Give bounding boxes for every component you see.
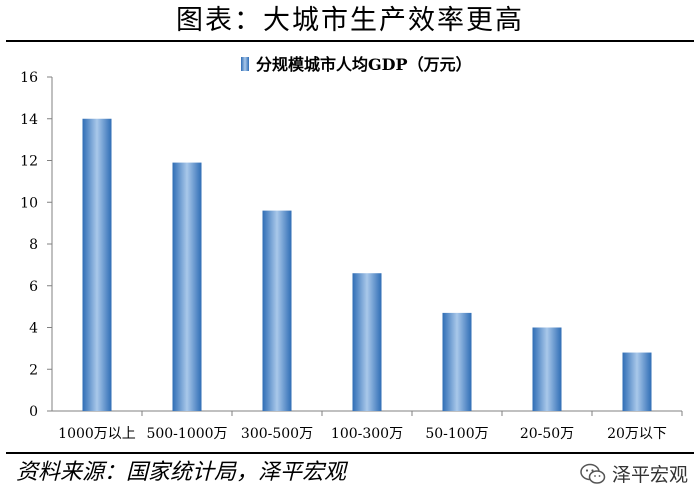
y-tick-label: 14 [20, 112, 38, 128]
watermark-text: 泽平宏观 [611, 464, 688, 486]
wechat-logo-icon [580, 463, 606, 484]
y-tick-label: 16 [20, 70, 38, 86]
bars [82, 118, 652, 411]
y-tick-label: 4 [29, 321, 38, 337]
y-tick-label: 10 [20, 195, 38, 211]
bar [262, 210, 292, 411]
source-note: 资料来源：国家统计局，泽平宏观 [16, 460, 347, 485]
ticks: 0 2 4 6 8 10 12 14 16 1000万以上 500-1000万 300-500万 100… [20, 70, 683, 442]
y-tick-label: 12 [20, 154, 38, 170]
y-tick-label: 8 [29, 237, 38, 253]
bar-chart: 分规模城市人均GDP（万元） 0 2 4 6 8 10 12 14 16 1000万以上 500-1… [20, 55, 683, 442]
y-tick-label: 6 [29, 279, 38, 295]
x-tick-label: 500-1000万 [146, 426, 227, 442]
y-tick-label: 2 [29, 362, 38, 378]
x-tick-label: 50-100万 [425, 426, 488, 442]
watermark: 泽平宏观 [580, 460, 688, 487]
bar [532, 327, 562, 411]
legend: 分规模城市人均GDP（万元） [241, 55, 472, 74]
bar [622, 352, 652, 411]
bar [442, 312, 472, 411]
y-tick-label: 0 [29, 404, 38, 420]
legend-swatch [241, 57, 249, 71]
x-tick-label: 20-50万 [520, 426, 574, 442]
top-divider [6, 40, 694, 42]
bar [352, 273, 382, 411]
x-tick-label: 20万以下 [607, 426, 667, 442]
x-tick-label: 1000万以上 [58, 426, 136, 442]
chart-title: 图表：大城市生产效率更高 [176, 5, 524, 36]
bottom-divider [6, 452, 694, 454]
x-tick-label: 300-500万 [241, 426, 313, 442]
x-tick-label: 100-300万 [331, 426, 403, 442]
bar [172, 162, 202, 411]
bar [82, 118, 112, 411]
legend-label: 分规模城市人均GDP（万元） [256, 55, 472, 74]
